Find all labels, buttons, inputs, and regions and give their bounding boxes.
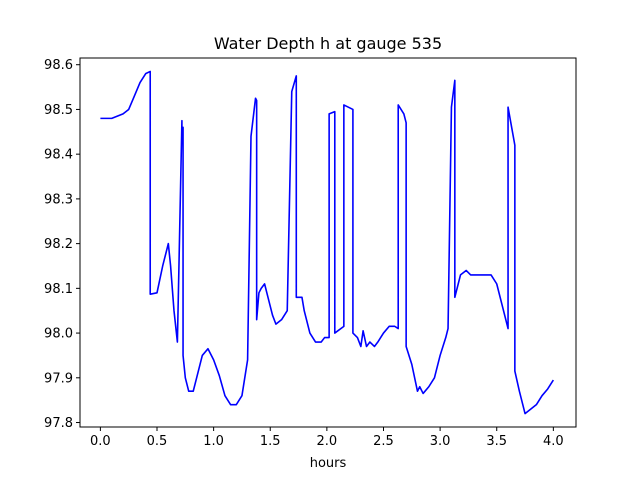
axes-frame [79, 57, 577, 428]
x-tick-label: 2.5 [373, 434, 394, 449]
y-tick-label: 98.2 [44, 237, 73, 252]
y-tick-label: 98.4 [44, 148, 73, 163]
plot-area: 0.0 0.5 1.0 1.5 2.0 2.5 3.0 3.5 4.0 97.8 97.9 98.0… [44, 57, 577, 449]
y-tick-label: 98.0 [44, 327, 73, 342]
x-tick-label: 1.5 [260, 434, 281, 449]
y-tick-label: 97.9 [44, 371, 73, 386]
y-axis-ticks: 97.8 97.9 98.0 98.1 98.2 98.3 98.4 98.5 98.6 [44, 58, 80, 431]
x-tick-label: 3.0 [430, 434, 451, 449]
chart-title: Water Depth h at gauge 535 [214, 34, 442, 53]
y-tick-label: 98.6 [44, 58, 73, 73]
x-tick-label: 4.0 [543, 434, 564, 449]
y-tick-label: 98.5 [44, 103, 73, 118]
x-tick-label: 0.5 [147, 434, 168, 449]
x-axis-label: hours [310, 456, 347, 471]
y-tick-label: 97.8 [44, 416, 73, 431]
x-axis-ticks: 0.0 0.5 1.0 1.5 2.0 2.5 3.0 3.5 4.0 [90, 427, 564, 449]
x-tick-label: 1.0 [203, 434, 224, 449]
x-tick-label: 0.0 [90, 434, 111, 449]
x-tick-label: 2.0 [317, 434, 338, 449]
y-tick-label: 98.3 [44, 192, 73, 207]
y-tick-label: 98.1 [44, 282, 73, 297]
series-line-water-depth [100, 70, 555, 415]
x-tick-label: 3.5 [486, 434, 507, 449]
